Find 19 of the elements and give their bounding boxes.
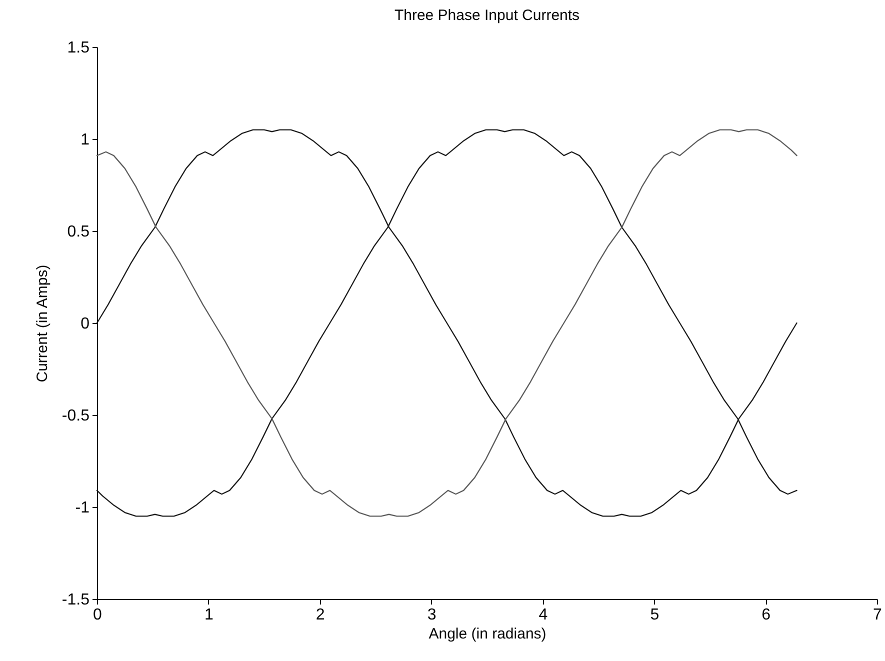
chart-title: Three Phase Input Currents xyxy=(394,7,580,24)
y-tick-label: -1 xyxy=(75,500,90,516)
x-axis-title: Angle (in radians) xyxy=(428,626,546,642)
y-tick-label: 0.5 xyxy=(67,224,90,240)
x-tick-label: 1 xyxy=(204,606,214,624)
y-axis-title: Current (in Amps) xyxy=(34,264,51,382)
x-tick-label: 2 xyxy=(316,606,325,624)
x-tick-label: 4 xyxy=(538,606,548,624)
y-tick-label: 1 xyxy=(80,132,90,148)
x-tick-label: 0 xyxy=(93,606,102,624)
line-series xyxy=(96,129,798,517)
y-tick-label: 1.5 xyxy=(67,40,90,56)
y-tick-label: -1.5 xyxy=(62,592,90,608)
y-tick-label: -0.5 xyxy=(62,408,90,424)
x-tick-label: 5 xyxy=(650,606,660,624)
x-tick-label: 7 xyxy=(873,606,882,624)
x-tick-label: 3 xyxy=(427,606,436,624)
y-tick-label: 0 xyxy=(80,316,90,332)
x-tick-label: 6 xyxy=(762,606,771,624)
